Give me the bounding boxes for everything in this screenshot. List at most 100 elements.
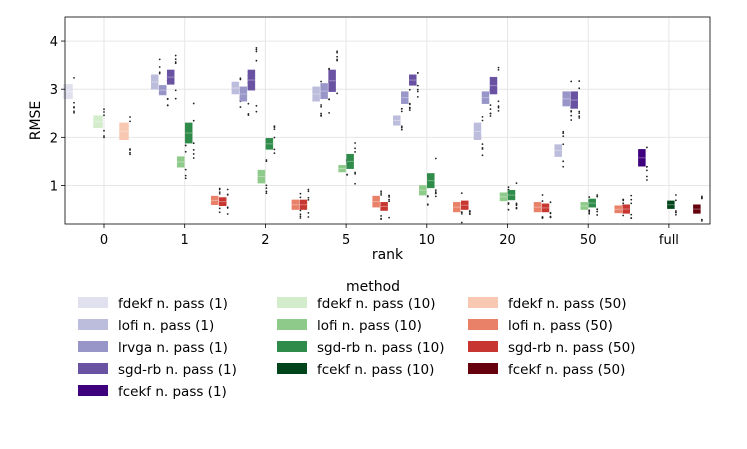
legend-entry-label: sgd-rb n. pass (1): [118, 362, 237, 378]
outlier-point: [192, 157, 195, 159]
outlier-point: [388, 216, 390, 219]
box-mark: [93, 115, 103, 128]
outlier-point: [570, 109, 573, 112]
outlier-point: [675, 199, 677, 202]
outlier-point: [468, 210, 471, 213]
outlier-point: [622, 198, 625, 201]
box-mark: [239, 86, 248, 102]
x-tick-label: 5: [342, 233, 350, 248]
outlier-point: [596, 214, 599, 216]
outlier-point: [307, 211, 310, 214]
outlier-point: [265, 190, 268, 193]
x-tick-label: 10: [419, 233, 436, 248]
outlier-point: [184, 177, 187, 180]
outlier-point: [255, 48, 258, 51]
box-mark: [320, 83, 328, 100]
outlier-point: [416, 71, 419, 74]
outlier-point: [255, 110, 258, 113]
outlier-point: [380, 190, 382, 193]
outlier-point: [489, 104, 492, 106]
outlier-point: [380, 217, 382, 220]
outlier-point: [174, 61, 177, 63]
legend-entry-label: fcekf n. pass (1): [118, 384, 227, 400]
outlier-point: [184, 174, 187, 177]
box-mark: [499, 192, 508, 202]
outlier-point: [588, 196, 591, 198]
outlier-point: [578, 80, 581, 82]
outlier-point: [481, 154, 484, 157]
outlier-point: [562, 143, 565, 146]
legend-swatch: [277, 319, 307, 330]
outlier-point: [408, 106, 411, 109]
outlier-point: [622, 202, 625, 205]
outlier-point: [307, 216, 310, 218]
outlier-point: [578, 112, 581, 115]
outlier-point: [192, 149, 195, 151]
box-mark: [419, 185, 427, 196]
box-mark: [393, 115, 401, 126]
outlier-point: [578, 110, 581, 113]
outlier-point: [174, 97, 177, 100]
outlier-point: [336, 50, 338, 53]
outlier-point: [129, 120, 131, 123]
y-tick-label: 4: [50, 35, 58, 50]
outlier-point: [265, 192, 268, 195]
outlier-point: [226, 188, 229, 191]
outlier-point: [354, 151, 356, 153]
box-mark: [461, 200, 469, 210]
outlier-point: [320, 114, 322, 117]
box-mark: [257, 169, 266, 184]
outlier-point: [299, 209, 302, 212]
outlier-point: [380, 215, 382, 217]
outlier-point: [541, 217, 544, 219]
outlier-point: [426, 195, 429, 197]
outlier-point: [541, 194, 544, 196]
outlier-point: [346, 174, 348, 176]
x-tick-label: 0: [100, 233, 108, 248]
outlier-point: [336, 59, 338, 62]
box-mark: [231, 81, 240, 95]
outlier-point: [588, 209, 591, 212]
outlier-point: [380, 194, 382, 196]
box-mark: [176, 156, 185, 168]
y-tick-label: 1: [50, 179, 58, 194]
outlier-point: [265, 187, 268, 190]
outlier-point: [158, 71, 161, 74]
box-mark: [401, 91, 409, 104]
outlier-point: [320, 112, 322, 115]
box-mark: [63, 84, 73, 100]
legend-swatch: [78, 385, 108, 396]
legend-entry-label: lofi n. pass (1): [118, 318, 214, 334]
x-tick-label: 50: [580, 233, 597, 248]
outlier-point: [596, 195, 599, 198]
outlier-point: [158, 66, 161, 68]
outlier-point: [588, 211, 591, 213]
box-mark: [409, 74, 417, 86]
outlier-point: [549, 212, 552, 215]
outlier-point: [328, 112, 330, 114]
outlier-point: [596, 208, 599, 211]
outlier-point: [570, 119, 573, 121]
box-mark: [119, 122, 129, 141]
legend-entry-label: lrvga n. pass (1): [118, 340, 228, 356]
box-mark: [158, 85, 167, 96]
outlier-point: [416, 84, 419, 87]
box-mark: [210, 195, 219, 205]
outlier-point: [103, 129, 105, 132]
outlier-point: [497, 106, 500, 109]
box-mark: [247, 69, 256, 91]
outlier-point: [460, 212, 463, 215]
outlier-point: [408, 102, 411, 105]
outlier-point: [497, 66, 500, 69]
legend-entry-label: fdekf n. pass (50): [508, 296, 627, 312]
outlier-point: [174, 89, 177, 92]
box-mark: [427, 173, 435, 189]
outlier-point: [416, 90, 419, 93]
outlier-point: [434, 192, 437, 195]
legend-swatch: [277, 341, 307, 352]
box-mark: [533, 202, 542, 213]
y-tick-label: 3: [50, 83, 58, 98]
outlier-point: [247, 102, 250, 105]
outlier-point: [646, 146, 648, 149]
box-mark: [312, 86, 320, 102]
